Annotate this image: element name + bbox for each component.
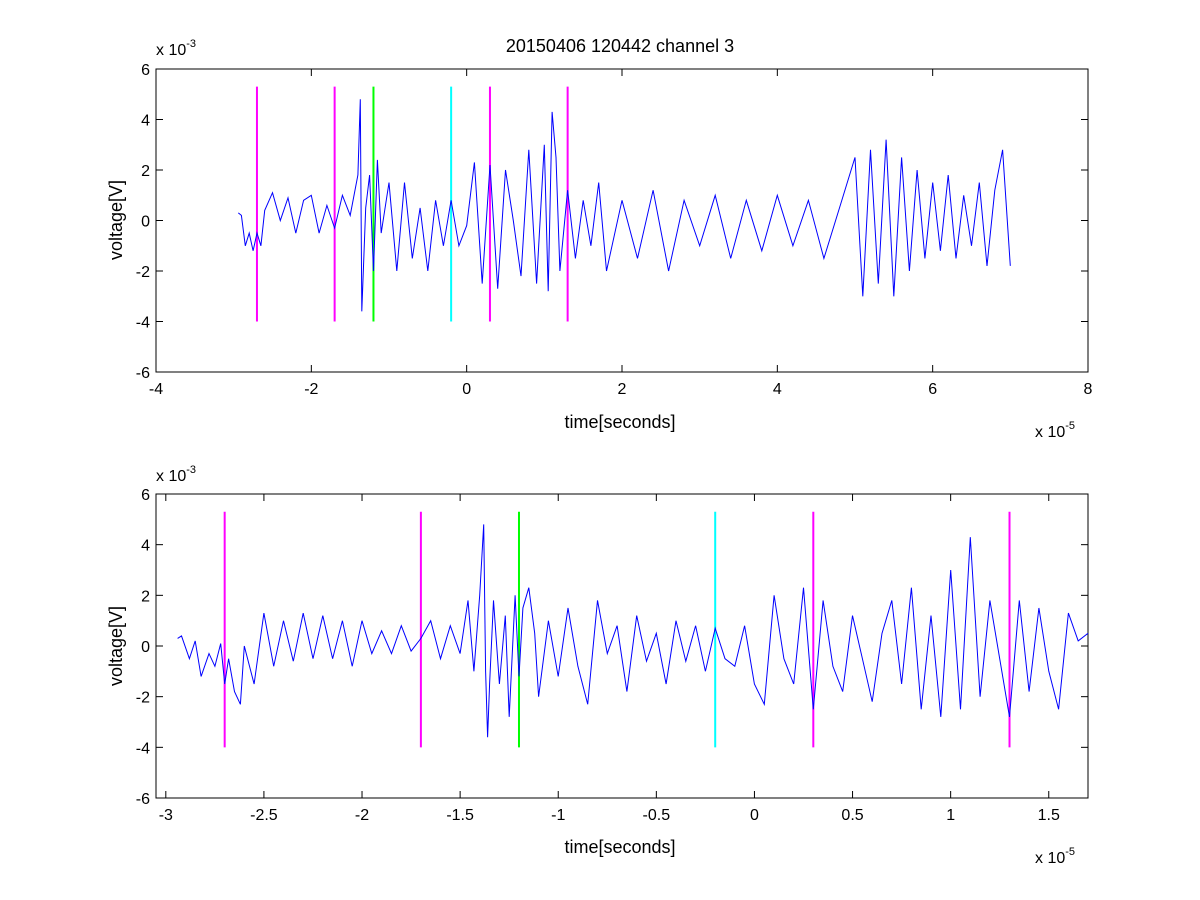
y-tick-label-top: 4 <box>141 113 150 130</box>
y-exponent-top: x 10-3 <box>156 38 196 59</box>
y-ticks-bottom: -6 -4 -2 0 2 4 6 <box>136 487 1088 808</box>
x-tick-label-bottom: -2 <box>355 807 369 824</box>
x-axis-label-bottom: time[seconds] <box>564 837 675 857</box>
y-tick-label-top: -4 <box>136 315 150 332</box>
y-exponent-bottom: x 10-3 <box>156 464 196 485</box>
x-tick-label-bottom: 0.5 <box>841 807 863 824</box>
y-tick-label-bottom: -4 <box>136 740 150 757</box>
x-axis-label-top: time[seconds] <box>564 412 675 432</box>
y-tick-label-bottom: 4 <box>141 538 150 555</box>
trace-group-bottom <box>177 524 1089 738</box>
x-tick-label-bottom: -1 <box>551 807 565 824</box>
y-axis-label-bottom: voltage[V] <box>106 606 126 686</box>
x-tick-label-bottom: 1.5 <box>1038 807 1060 824</box>
marker-lines-bottom <box>223 511 1011 748</box>
x-tick-label-bottom: 0 <box>750 807 759 824</box>
x-tick-label-bottom: 1 <box>946 807 955 824</box>
y-tick-label-top: 2 <box>141 163 150 180</box>
x-tick-label-top: 8 <box>1084 381 1093 398</box>
voltage-trace-bottom <box>177 524 1089 738</box>
x-tick-label-top: 2 <box>618 381 627 398</box>
y-axis-label-top: voltage[V] <box>106 180 126 260</box>
y-tick-label-bottom: 6 <box>141 487 150 504</box>
figure-title: 20150406 120442 channel 3 <box>506 36 734 56</box>
y-tick-label-bottom: -6 <box>136 791 150 808</box>
x-tick-label-top: -4 <box>149 381 163 398</box>
plot-area-top <box>155 68 1089 373</box>
y-tick-label-bottom: 0 <box>141 639 150 656</box>
y-tick-label-top: 0 <box>141 214 150 231</box>
chart-bottom: -3 -2.5 -2 -1.5 -1 -0.5 0 0.5 1 1.5 -6 -4 -2 0 2 4 6 ti… <box>106 464 1089 867</box>
x-tick-label-bottom: -1.5 <box>446 807 474 824</box>
marker-lines-top <box>255 86 569 322</box>
voltage-trace-top <box>237 99 1011 312</box>
x-tick-label-bottom: -3 <box>159 807 173 824</box>
x-ticks-bottom: -3 -2.5 -2 -1.5 -1 -0.5 0 0.5 1 1.5 <box>159 494 1060 824</box>
y-ticks-top: -6 -4 -2 0 2 4 6 <box>136 62 1088 382</box>
plot-area-bottom <box>155 493 1089 799</box>
y-tick-label-top: -2 <box>136 264 150 281</box>
y-tick-label-bottom: -2 <box>136 690 150 707</box>
x-tick-label-top: 6 <box>928 381 937 398</box>
x-tick-label-top: 4 <box>773 381 782 398</box>
y-tick-label-top: -6 <box>136 365 150 382</box>
x-tick-label-bottom: -2.5 <box>250 807 278 824</box>
trace-group-top <box>237 99 1011 312</box>
x-exponent-bottom: x 10-5 <box>1035 846 1075 867</box>
y-tick-label-bottom: 2 <box>141 588 150 605</box>
x-tick-label-bottom: -0.5 <box>643 807 671 824</box>
x-ticks-top: -4 -2 0 2 4 6 8 <box>149 69 1093 398</box>
y-tick-label-top: 6 <box>141 62 150 79</box>
x-tick-label-top: 0 <box>462 381 471 398</box>
x-exponent-top: x 10-5 <box>1035 420 1075 441</box>
x-tick-label-top: -2 <box>304 381 318 398</box>
